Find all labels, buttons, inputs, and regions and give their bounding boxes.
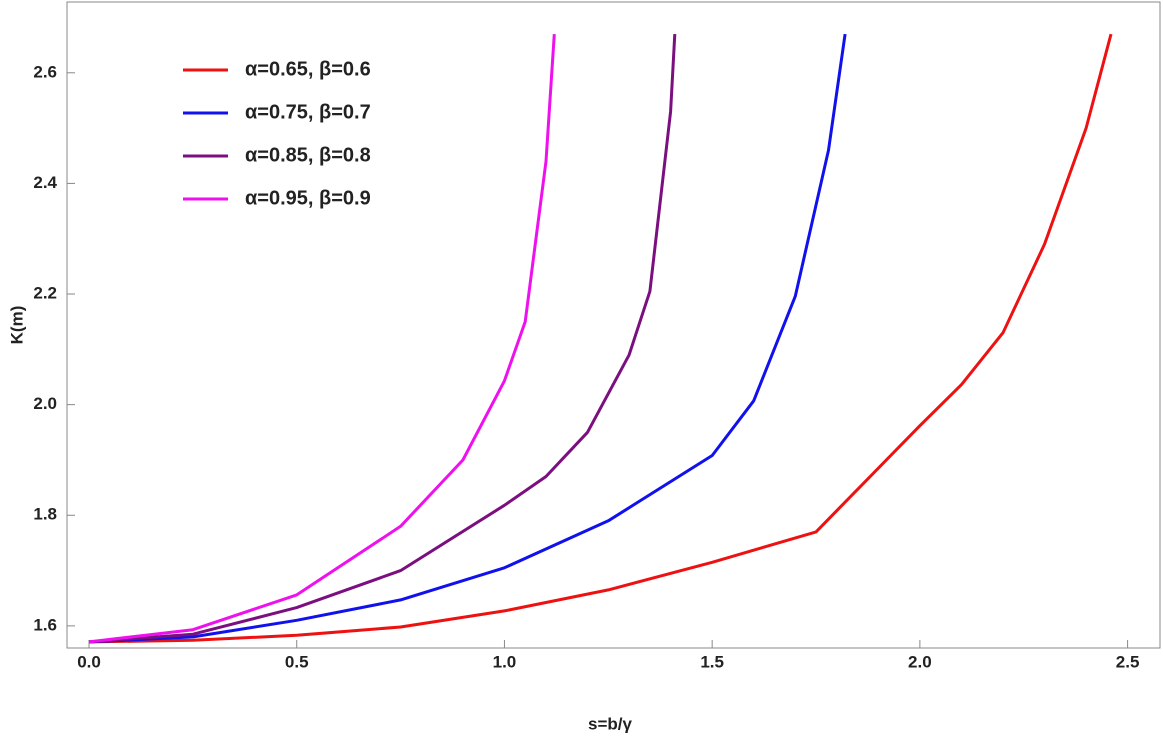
series-line [88, 33, 847, 644]
x-tick-label: 2.5 [1116, 652, 1140, 671]
x-axis-label: s=b/γ [588, 714, 632, 733]
y-axis-label: K(m) [7, 306, 26, 345]
y-tick-label: 2.4 [33, 173, 57, 192]
x-tick-label: 0.0 [77, 652, 101, 671]
series-line [88, 34, 556, 644]
legend-label: α=0.95, β=0.9 [245, 187, 371, 209]
y-tick-label: 1.8 [33, 505, 57, 524]
x-tick-label: 1.0 [493, 652, 517, 671]
legend-label: α=0.75, β=0.7 [245, 101, 371, 123]
y-tick-label: 2.2 [33, 284, 57, 303]
y-tick-label: 2.6 [33, 62, 57, 81]
y-tick-label: 2.0 [33, 394, 57, 413]
legend-label: α=0.85, β=0.8 [245, 144, 371, 166]
series-line [88, 34, 677, 644]
x-tick-label: 2.0 [908, 652, 932, 671]
y-tick-label: 1.6 [33, 615, 57, 634]
plot-frame [66, 1, 1161, 649]
series-line [88, 33, 1113, 644]
legend-label: α=0.65, β=0.6 [245, 58, 371, 80]
x-tick-label: 0.5 [285, 652, 309, 671]
x-tick-label: 1.5 [700, 652, 724, 671]
